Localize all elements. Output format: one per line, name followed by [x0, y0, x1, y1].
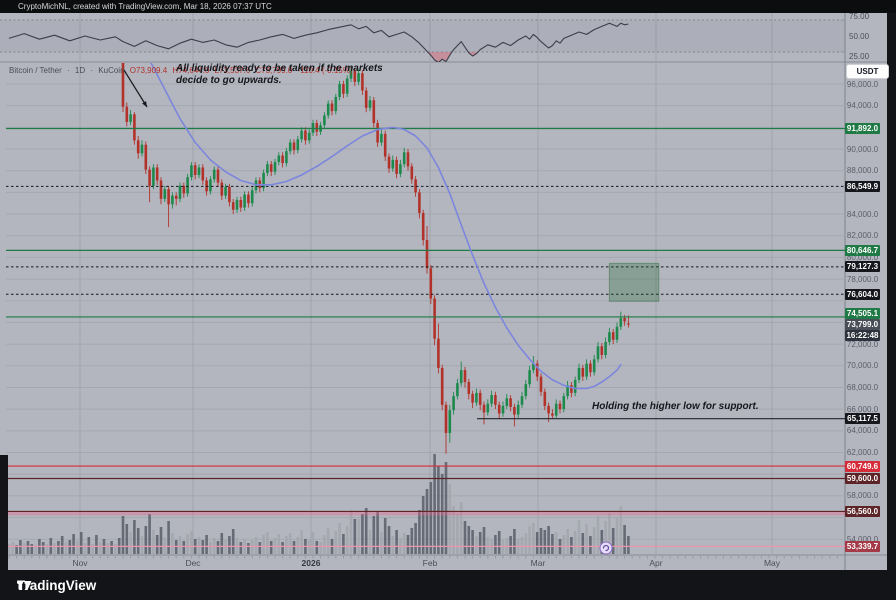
- emoji-sticker[interactable]: [599, 541, 613, 555]
- ohlc-close: C73,799.0: [255, 66, 293, 75]
- time-tick-label: 2026: [301, 558, 321, 568]
- annotation-higher-low[interactable]: Holding the higher low for support.: [592, 401, 759, 412]
- price-tick-label: 82,000.0: [846, 231, 879, 241]
- price-tick-label: 68,000.0: [846, 382, 879, 392]
- ohlc-change: -110.4 (-0.15%): [297, 66, 353, 75]
- price-tick-label: 54,000.0: [846, 534, 879, 544]
- indicator-tick-label: 25.00: [849, 51, 870, 61]
- price-tick-label: 64,000.0: [846, 426, 879, 436]
- symbol-interval: 1D: [74, 66, 86, 75]
- price-level-label: 80,646.7: [845, 244, 880, 256]
- symbol-info[interactable]: Bitcoin / Tether · 1D · KuCoin O73,909.4…: [9, 66, 353, 75]
- price-level-label: 79,127.3: [845, 261, 880, 273]
- countdown-label: 16:22:48: [845, 330, 880, 342]
- ohlc-high: H74,644.0: [172, 66, 210, 75]
- ohlc-low: L73,537.6: [214, 66, 251, 75]
- price-tick-label: 66,000.0: [846, 404, 879, 414]
- annotation-liquidity[interactable]: All liquidity ready to be taken if the m…: [176, 63, 383, 86]
- price-level-label: 59,600.0: [845, 473, 880, 484]
- tradingview-logo-text: TradingView: [17, 578, 97, 593]
- tradingview-logo-icon: [17, 581, 32, 590]
- price-level-label: 91,892.0: [845, 123, 880, 135]
- time-tick-label: May: [763, 558, 781, 568]
- price-tick-label: 80,000.0: [846, 252, 879, 262]
- currency-toggle-button[interactable]: USDT: [846, 64, 889, 79]
- left-edge-strip: [0, 455, 8, 570]
- price-level-label: 86,549.9: [845, 180, 880, 192]
- price-level-label: 76,604.0: [845, 288, 880, 300]
- time-tick-label: Dec: [185, 558, 201, 568]
- price-level-label: 53,339.7: [845, 540, 880, 552]
- price-tick-label: 78,000.0: [846, 274, 879, 284]
- last-price-label: 73,799.0: [845, 319, 880, 331]
- time-tick-label: Feb: [422, 558, 438, 568]
- symbol-exchange: KuCoin: [98, 66, 125, 75]
- price-tick-label: 62,000.0: [846, 447, 879, 457]
- price-tick-label: 88,000.0: [846, 166, 879, 176]
- price-tick-label: 90,000.0: [846, 144, 879, 154]
- arrow-drawing[interactable]: [123, 69, 148, 108]
- price-tick-label: 94,000.0: [846, 101, 879, 111]
- price-level-label: 74,505.1: [845, 308, 880, 320]
- ohlc-open: O73,909.4: [129, 66, 168, 75]
- time-tick-label: Nov: [72, 558, 88, 568]
- price-level-label: 65,117.5: [845, 413, 880, 425]
- title-text: CryptoMichNL, created with TradingView.c…: [18, 2, 272, 11]
- right-edge-strip: [887, 13, 896, 570]
- price-level-label: 56,560.0: [845, 505, 880, 517]
- price-tick-label: 58,000.0: [846, 491, 879, 501]
- indicator-tick-label: 75.00: [849, 11, 870, 21]
- price-tick-label: 72,000.0: [846, 339, 879, 349]
- bottom-bar: [0, 570, 896, 600]
- time-tick-label: Apr: [649, 558, 663, 568]
- tradingview-logo[interactable]: TradingView: [17, 578, 96, 593]
- price-level-label: 60,749.6: [845, 460, 880, 472]
- price-tick-label: 70,000.0: [846, 361, 879, 371]
- indicator-tick-label: 50.00: [849, 31, 870, 41]
- symbol-name: Bitcoin / Tether: [9, 66, 62, 75]
- time-tick-label: Mar: [530, 558, 546, 568]
- title-bar: CryptoMichNL, created with TradingView.c…: [0, 0, 896, 13]
- price-tick-label: 84,000.0: [846, 209, 879, 219]
- price-tick-label: 96,000.0: [846, 79, 879, 89]
